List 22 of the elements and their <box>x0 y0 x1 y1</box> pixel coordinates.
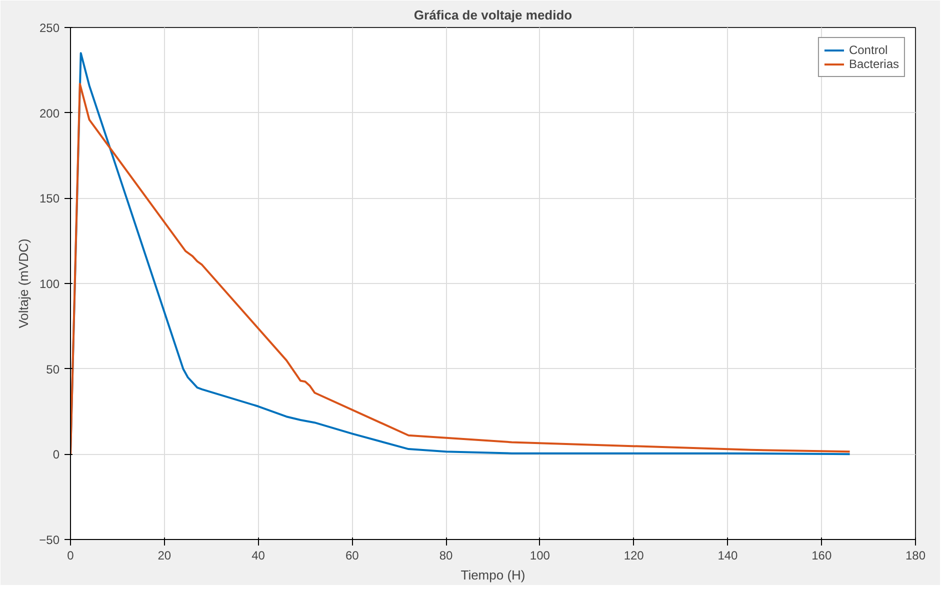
y-tick-label: 0 <box>52 448 60 462</box>
x-tick-label: 40 <box>252 548 266 562</box>
y-tick-label: −50 <box>39 533 60 547</box>
y-axis-title: Voltaje (mVDC) <box>16 238 32 328</box>
legend-label: Bacterias <box>848 57 899 71</box>
x-tick-label: 80 <box>439 548 454 562</box>
y-tick-label: 100 <box>39 277 60 291</box>
x-axis-title: Tiempo (H) <box>460 568 526 582</box>
x-tick-label: 160 <box>812 548 832 562</box>
x-tick-label: 0 <box>67 548 74 562</box>
y-tick-label: 150 <box>39 192 60 206</box>
legend-label: Control <box>848 43 888 57</box>
chart-title: Gráfica de voltaje medido <box>414 8 572 22</box>
x-tick-label: 60 <box>345 548 360 562</box>
x-tick-label: 20 <box>158 548 172 562</box>
x-tick-label: 180 <box>905 548 926 562</box>
x-tick-label: 100 <box>530 548 550 562</box>
x-tick-label: 140 <box>718 548 738 562</box>
x-tick-label: 120 <box>624 548 644 562</box>
y-tick-label: 250 <box>39 21 60 35</box>
y-tick-label: 50 <box>46 362 60 376</box>
y-tick-label: 200 <box>39 106 60 120</box>
